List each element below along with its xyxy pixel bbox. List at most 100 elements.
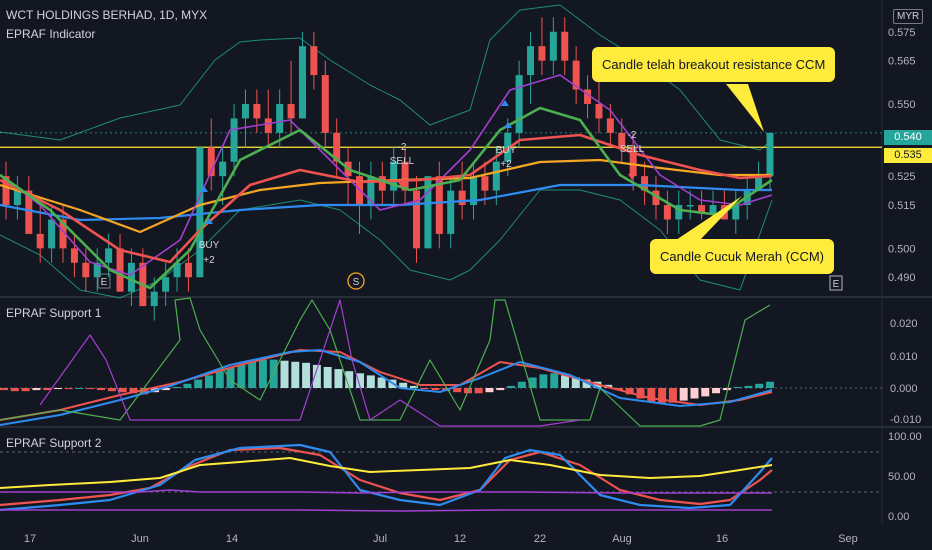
histogram-bar — [420, 388, 429, 390]
candle — [424, 176, 432, 249]
histogram-bar — [226, 368, 235, 388]
candle — [572, 60, 580, 90]
candle — [561, 31, 569, 61]
price-tick-label: 0.575 — [888, 27, 916, 39]
candle — [184, 262, 192, 278]
sell-arrow-icon — [398, 182, 406, 188]
histogram-bar — [636, 388, 645, 399]
histogram-bar — [43, 388, 52, 391]
e-marker-label: E — [101, 277, 108, 288]
histogram-bar — [312, 364, 321, 388]
axes: 0.490 0.500 0.515 0.525 0.550 0.565 0.575 17 Jun… — [24, 27, 922, 545]
x-tick-label: Sep — [838, 533, 858, 545]
histogram-bar — [496, 388, 505, 391]
histogram-bar — [755, 383, 764, 388]
s2-tick-label: 50.00 — [888, 471, 916, 483]
buy-value: +2 — [203, 255, 215, 266]
indicator-title: EPRAF Indicator — [6, 27, 96, 41]
candle — [390, 161, 398, 191]
candle — [173, 262, 181, 278]
sell-arrow-icon — [628, 174, 636, 180]
last-price-tag: 0.540 — [884, 130, 932, 145]
x-tick-label: Aug — [612, 533, 632, 545]
symbol-title: WCT HOLDINGS BERHAD, 1D, MYX — [6, 8, 208, 22]
candle — [48, 219, 56, 249]
candle — [25, 190, 33, 234]
candle — [492, 161, 500, 191]
histogram-bar — [86, 388, 95, 390]
candle — [686, 205, 694, 207]
histogram-bar — [550, 373, 559, 388]
histogram-bar — [323, 367, 332, 388]
stoch-blue — [0, 443, 773, 512]
x-tick-label: 16 — [716, 533, 728, 545]
currency-badge[interactable]: MYR — [893, 9, 924, 24]
candle — [709, 205, 717, 214]
histogram-bar — [453, 388, 462, 393]
candle — [162, 277, 170, 292]
sell-label: SELL — [620, 144, 645, 155]
support2-panel — [0, 443, 882, 512]
candle — [241, 103, 249, 119]
histogram-bar — [690, 388, 699, 399]
oscillator-green — [0, 297, 771, 427]
histogram-bar — [647, 388, 656, 402]
e-marker-icon — [97, 273, 111, 289]
candle — [321, 75, 329, 133]
candle — [675, 205, 683, 220]
candle — [93, 262, 101, 278]
histogram-bar — [528, 377, 537, 388]
histogram-bar — [668, 388, 677, 403]
ccm-callout: Candle Cucuk Merah (CCM) — [650, 239, 834, 274]
candle — [367, 176, 375, 206]
histogram-bar — [366, 375, 375, 388]
candle — [515, 75, 523, 133]
candle — [401, 161, 409, 191]
price-tick-label: 0.490 — [888, 272, 916, 284]
price-tick-label: 0.500 — [888, 243, 916, 255]
histogram-bar — [766, 381, 774, 388]
candle — [481, 176, 489, 191]
histogram-bar — [356, 373, 365, 388]
histogram-bar — [302, 362, 311, 388]
breakout-callout-pointer — [726, 84, 764, 132]
sell-value: -2 — [398, 142, 407, 153]
histogram-bar — [258, 359, 267, 388]
buy-value: +2 — [500, 159, 512, 170]
support1-panel — [0, 297, 882, 427]
s1-tick-label: 0.000 — [890, 383, 918, 395]
buy-arrow-icon — [504, 122, 512, 128]
histogram-bar — [161, 388, 170, 391]
histogram-bar — [215, 371, 224, 388]
histogram-bar — [194, 379, 203, 388]
histogram-bar — [345, 371, 354, 388]
ma-blue — [0, 183, 772, 222]
histogram-bar — [107, 388, 116, 392]
histogram-bar — [140, 388, 149, 395]
candle — [230, 118, 238, 162]
candle — [13, 190, 21, 206]
histogram-bar — [582, 379, 591, 388]
histogram-bar — [507, 385, 516, 388]
candle — [595, 103, 603, 119]
histogram-bar — [399, 382, 408, 388]
e-marker-label: E — [833, 279, 840, 290]
candle — [549, 31, 557, 61]
histogram-bar — [431, 388, 440, 391]
histogram-bar — [744, 385, 753, 388]
candle — [527, 46, 535, 76]
s1-tick-label: 0.010 — [890, 351, 918, 363]
histogram-bar — [291, 361, 300, 388]
candle — [127, 262, 135, 292]
price-tick-label: 0.565 — [888, 56, 916, 68]
ma-purple — [0, 74, 773, 276]
x-tick-label: 14 — [226, 533, 238, 545]
rsi-yellow — [0, 457, 773, 489]
histogram-bar — [679, 388, 688, 401]
price-panel: BUY +2 -2 SELL BUY +2 -2 SELL S E E — [0, 4, 882, 321]
candle — [435, 176, 443, 234]
sell-label: SELL — [390, 156, 415, 167]
histogram-bar — [539, 374, 548, 388]
candle — [629, 147, 637, 177]
